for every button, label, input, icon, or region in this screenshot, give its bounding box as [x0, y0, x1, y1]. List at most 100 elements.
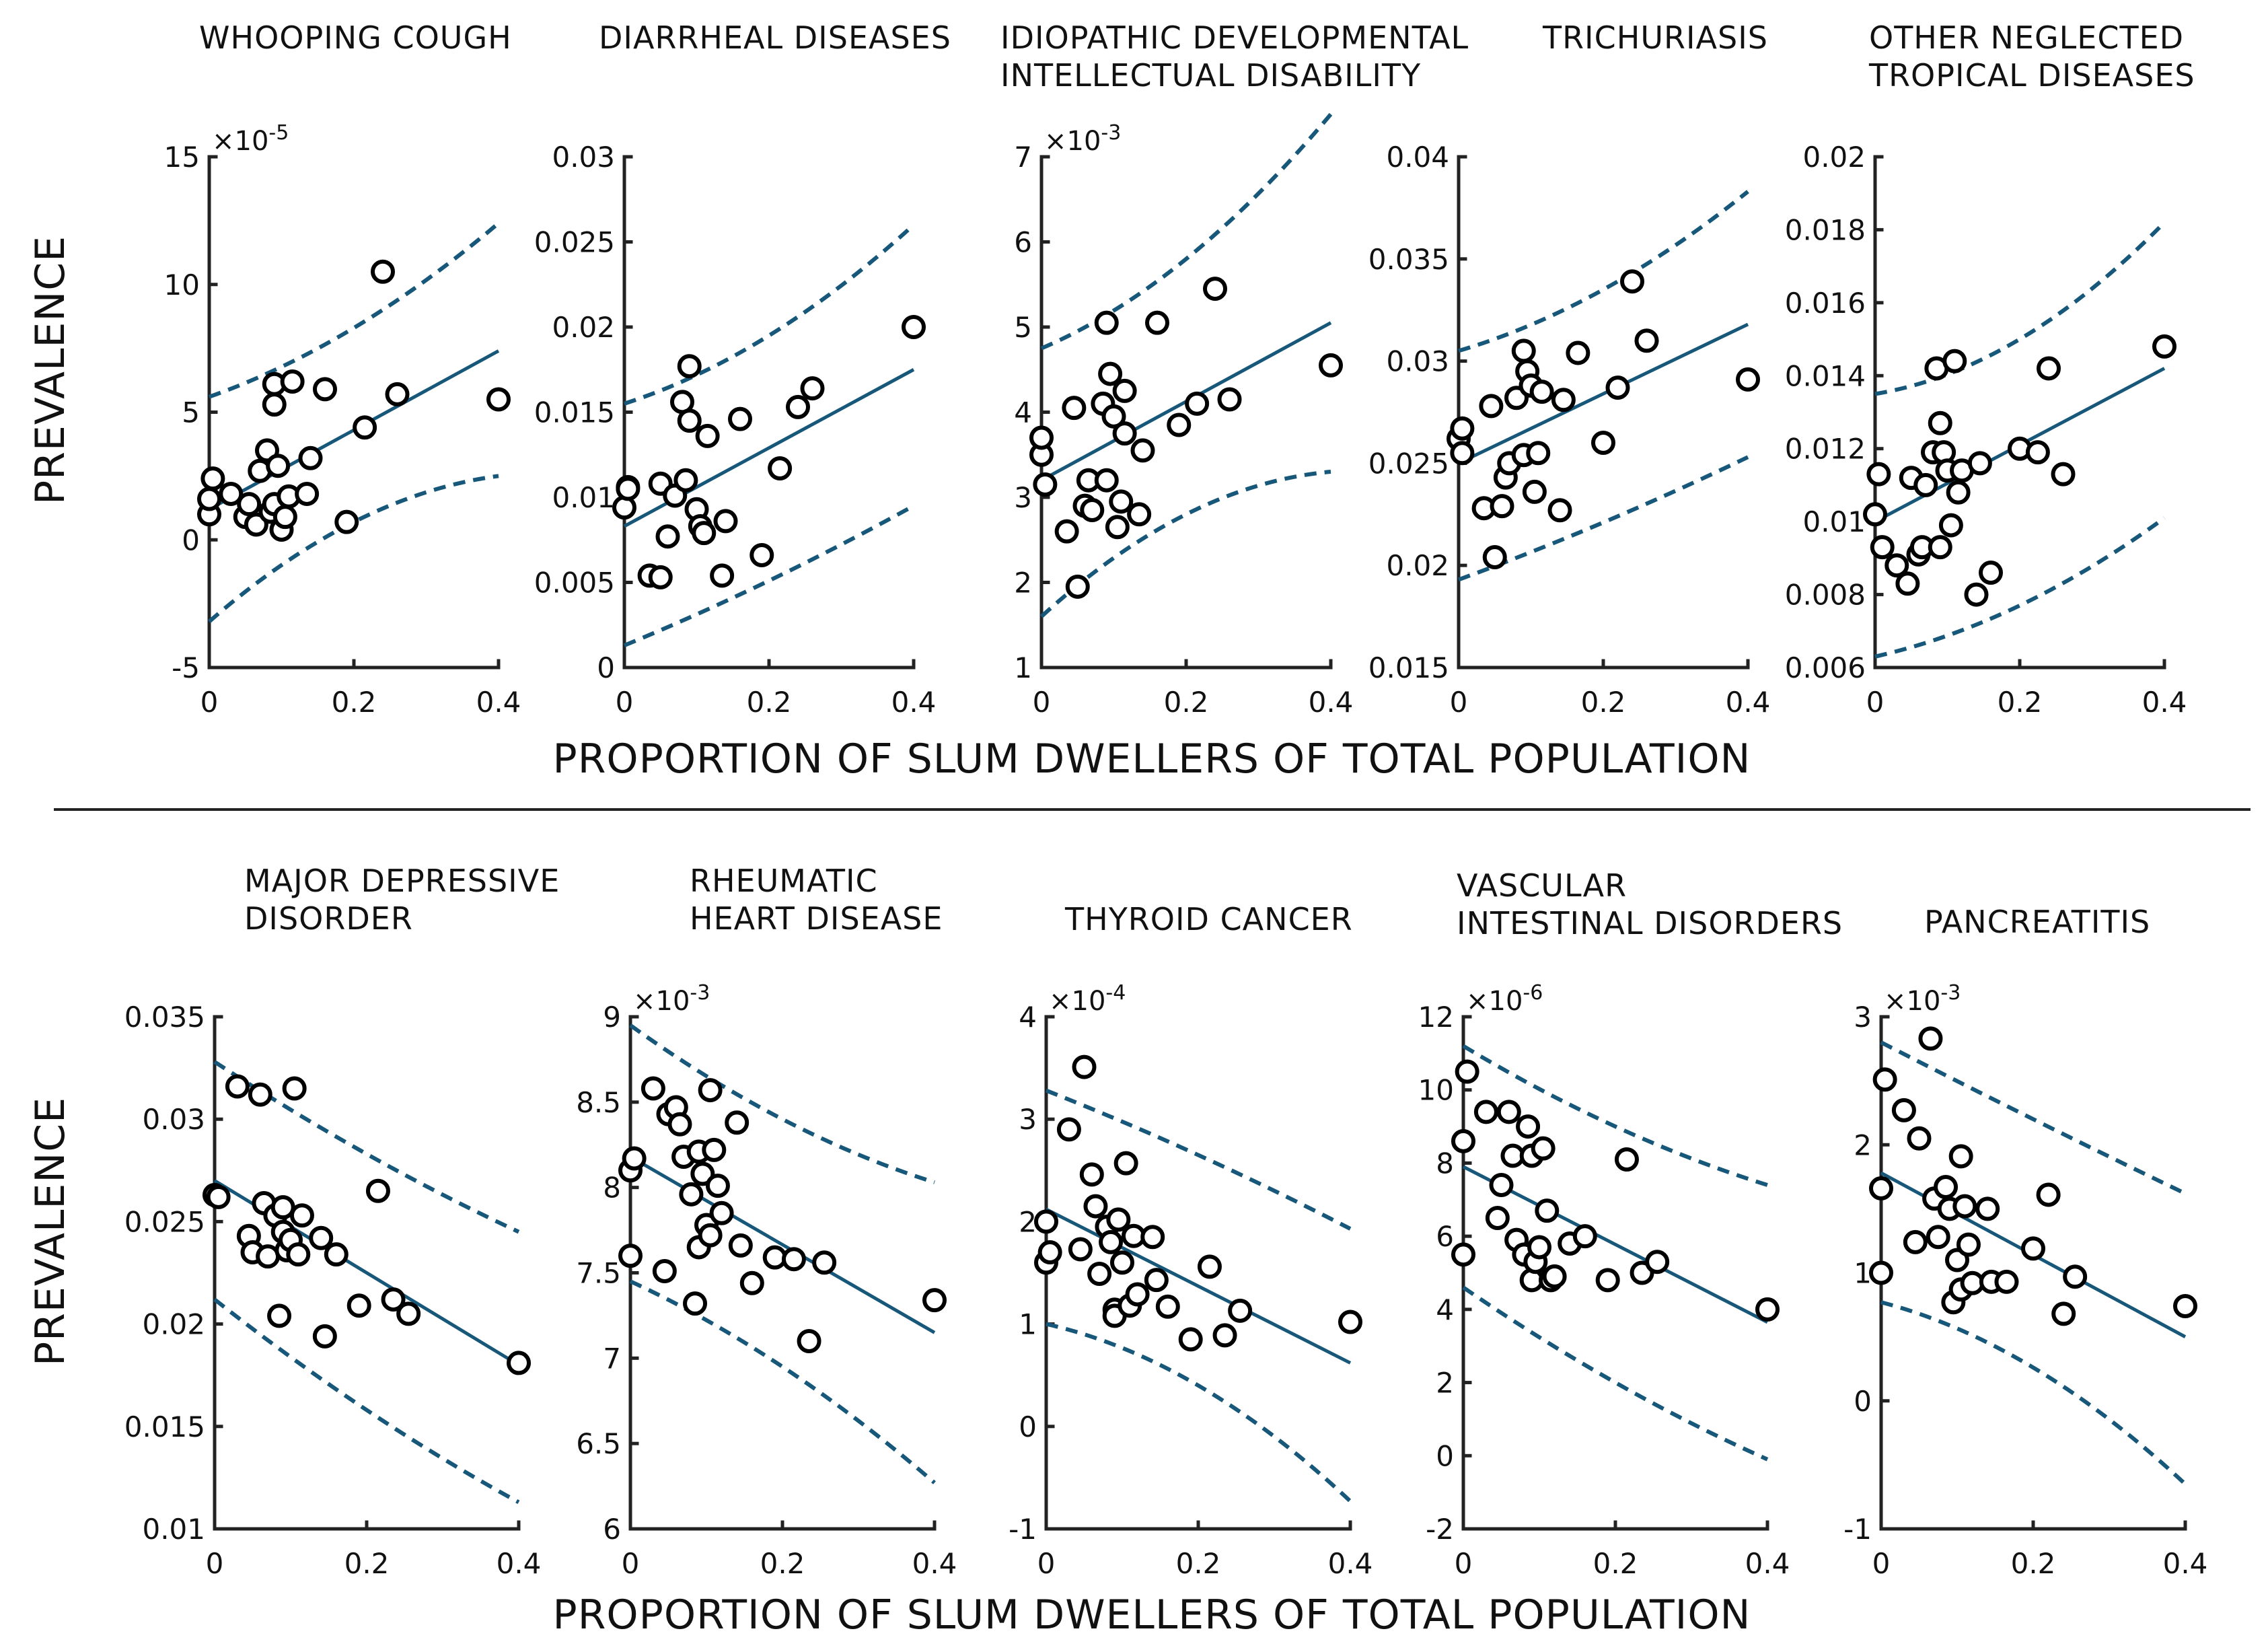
regression-line	[1462, 1165, 1769, 1324]
x-tick-label: 0.4	[1745, 1547, 1790, 1580]
data-point	[282, 1076, 307, 1101]
y-tick-label: 3	[1854, 1001, 1872, 1034]
y-tick-label: 0.035	[1368, 243, 1449, 276]
x-tick-label: 0	[206, 1547, 224, 1580]
data-point	[797, 1328, 821, 1353]
ci-upper-line	[1458, 190, 1749, 353]
data-point	[1130, 438, 1155, 463]
y-tick-label: 2	[1854, 1128, 1872, 1161]
panel-title: IDIOPATHIC DEVELOPMENTAL	[1000, 20, 1469, 56]
y-tick-label: 1	[1014, 651, 1032, 684]
y-tick-label: 0	[182, 524, 200, 556]
data-point	[1903, 1229, 1928, 1254]
data-point	[197, 487, 221, 511]
y-tick-label: 6	[1014, 226, 1032, 259]
data-point	[1197, 1254, 1222, 1279]
data-point	[1516, 1114, 1541, 1139]
ci-upper-line	[209, 221, 500, 399]
x-tick-label: 0.4	[1726, 686, 1771, 719]
ci-upper-line	[1045, 1088, 1352, 1231]
data-point	[1479, 394, 1504, 419]
x-tick-label: 0	[622, 1547, 640, 1580]
x-tick-label: 0.2	[747, 686, 792, 719]
y-tick-label: 0.01	[552, 481, 615, 514]
data-point	[1591, 431, 1615, 456]
y-axis-label-bottom: PREVALENCE	[27, 1097, 74, 1366]
data-point	[1140, 1225, 1165, 1250]
y-tick-label: 0	[1436, 1439, 1454, 1472]
data-point	[673, 468, 698, 493]
data-point	[365, 1178, 390, 1203]
data-point	[1529, 380, 1554, 404]
data-point	[353, 415, 377, 440]
data-point	[248, 1082, 272, 1107]
data-point	[1145, 310, 1169, 335]
ci-lower-line	[623, 504, 915, 647]
data-point	[709, 1200, 734, 1225]
data-point	[1870, 535, 1895, 560]
ci-lower-line	[1462, 1285, 1769, 1462]
data-point	[1872, 1067, 1897, 1092]
data-point	[298, 445, 323, 470]
data-point	[749, 543, 774, 568]
y-tick-label: 0	[1019, 1410, 1037, 1443]
data-point	[1934, 1175, 1959, 1200]
data-point	[725, 1110, 749, 1135]
data-point	[1080, 497, 1105, 522]
y-tick-label: 0.008	[1785, 579, 1866, 612]
data-point	[655, 524, 680, 549]
data-point	[1551, 388, 1576, 412]
data-point	[1203, 277, 1227, 301]
panel-title: INTELLECTUAL DISABILITY	[1000, 57, 1421, 94]
axis-multiplier: ×10-6	[1466, 981, 1543, 1017]
data-point	[1110, 1250, 1134, 1275]
x-tick-label: 0.4	[497, 1547, 542, 1580]
data-point	[381, 1287, 406, 1312]
data-point	[690, 1161, 715, 1186]
data-point	[2152, 334, 2176, 359]
ci-upper-line	[629, 1023, 935, 1184]
data-point	[346, 1293, 371, 1318]
data-point	[1907, 1126, 1932, 1151]
ci-lower-line	[629, 1279, 936, 1484]
y-tick-label: 0.005	[534, 567, 615, 600]
data-point	[289, 1203, 314, 1228]
y-tick-label: -2	[1426, 1513, 1454, 1546]
data-point	[507, 1351, 531, 1375]
data-point	[1319, 353, 1343, 378]
y-tick-label: 8.5	[576, 1086, 621, 1119]
data-point	[652, 1258, 677, 1283]
y-tick-label: 0.01	[1802, 505, 1866, 538]
data-point	[1891, 1098, 1916, 1122]
x-tick-label: 0.2	[332, 686, 377, 719]
data-point	[1144, 1268, 1169, 1293]
y-tick-label: 2	[1014, 567, 1032, 600]
data-point	[2036, 1182, 2061, 1207]
data-point	[1482, 545, 1507, 570]
data-point	[1037, 1240, 1062, 1265]
data-point	[225, 1074, 250, 1099]
y-tick-label: 0.02	[1802, 141, 1866, 174]
data-point	[677, 408, 702, 433]
data-point	[1098, 361, 1123, 386]
data-point	[1926, 1225, 1950, 1250]
data-point	[1634, 328, 1659, 353]
data-point	[2021, 1236, 2045, 1261]
data-point	[312, 1324, 337, 1349]
data-point	[1885, 553, 1909, 578]
axis-multiplier: ×10-3	[1044, 121, 1121, 157]
data-point	[219, 481, 244, 506]
data-point	[1595, 1268, 1620, 1293]
regression-line	[1045, 1207, 1352, 1365]
x-tick-label: 0.2	[1998, 686, 2043, 719]
data-point	[622, 1146, 647, 1171]
data-point	[1065, 574, 1090, 599]
data-point	[1155, 1294, 1180, 1319]
data-point	[1099, 1229, 1124, 1254]
y-tick-label: 9	[603, 1001, 621, 1034]
data-point	[1079, 1162, 1104, 1187]
y-tick-label: 0.015	[534, 396, 615, 429]
